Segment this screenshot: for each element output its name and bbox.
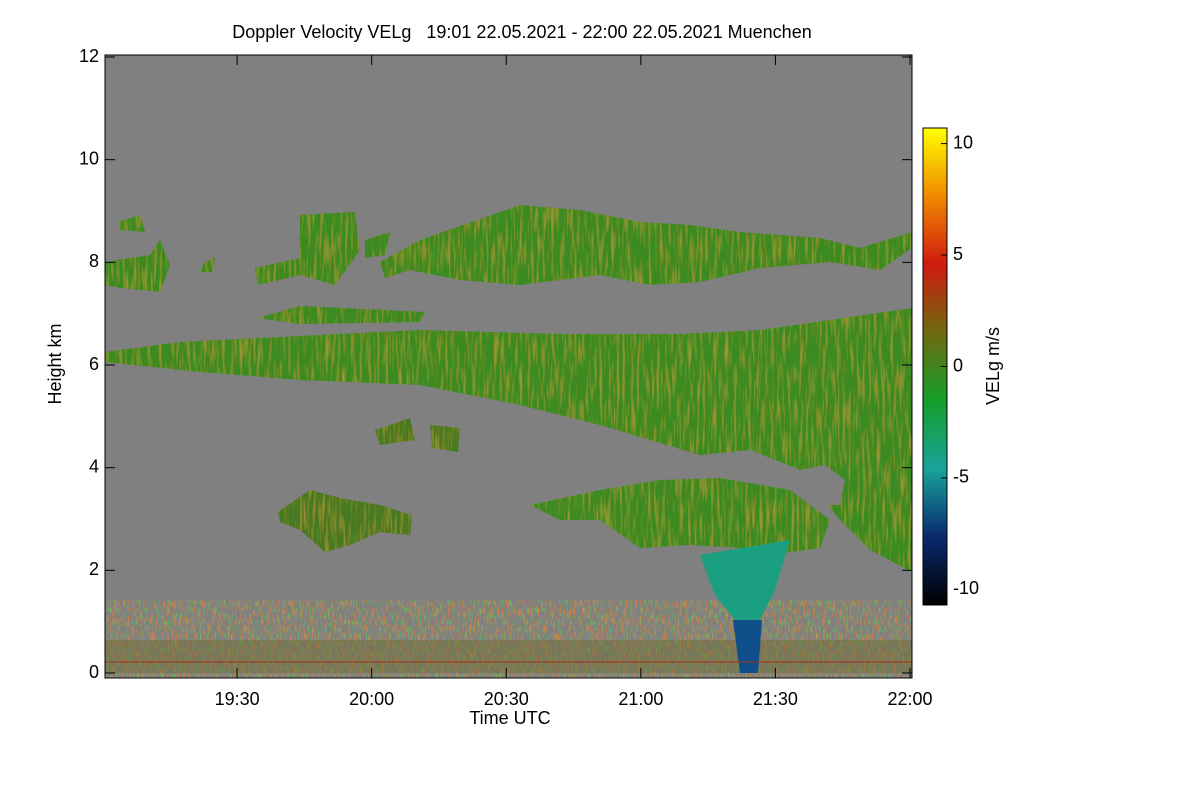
y-axis-label: Height km (45, 323, 65, 404)
x-tick-label: 21:30 (753, 689, 798, 709)
colorbar-tick-label: -10 (953, 578, 979, 598)
fall-streak (700, 540, 790, 620)
colorbar-tick-label: 0 (953, 355, 963, 375)
x-tick-label: 22:00 (887, 689, 932, 709)
y-tick-label: 0 (89, 662, 99, 682)
cloud-small (375, 418, 460, 452)
x-tick-label: 20:30 (484, 689, 529, 709)
y-tick-label: 4 (89, 456, 99, 476)
cloud-gap (700, 450, 845, 505)
y-tick-label: 6 (89, 354, 99, 374)
x-axis-label: Time UTC (469, 708, 550, 728)
ground-echo (105, 640, 912, 673)
ground-echo (105, 600, 912, 678)
plot-frame (104, 54, 913, 679)
colorbar-tick-label: 5 (953, 244, 963, 264)
y-tick-label: 10 (79, 148, 99, 168)
cloud-mid-right (530, 478, 830, 552)
colorbar-tick-label: -5 (953, 467, 969, 487)
cloud-mid-left (278, 490, 412, 552)
cloud-thin (258, 306, 425, 324)
cloud-upper (105, 205, 912, 292)
x-tick-label: 21:00 (618, 689, 663, 709)
y-tick-label: 2 (89, 559, 99, 579)
x-tick-label: 20:00 (349, 689, 394, 709)
colorbar-label: VELg m/s (983, 327, 1003, 405)
fall-streak-core (733, 620, 762, 673)
cloud-main (105, 308, 912, 572)
y-tick-label: 8 (89, 251, 99, 271)
velocity-field (105, 205, 912, 678)
colorbar-tick-label: 10 (953, 132, 973, 152)
y-tick-label: 12 (79, 46, 99, 66)
chart-title: Doppler Velocity VELg 19:01 22.05.2021 -… (232, 22, 811, 42)
x-tick-label: 19:30 (215, 689, 260, 709)
